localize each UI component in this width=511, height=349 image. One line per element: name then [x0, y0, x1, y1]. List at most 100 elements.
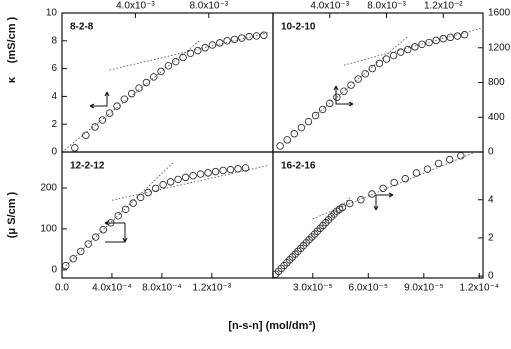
x-tick-label: 0.0: [55, 283, 69, 294]
data-point: [390, 178, 398, 187]
data-point: [389, 51, 398, 60]
data-point: [135, 84, 143, 92]
data-point: [297, 244, 305, 253]
data-point: [136, 193, 145, 202]
data-point: [223, 37, 231, 45]
data-point: [99, 226, 107, 234]
data-point: [338, 203, 347, 212]
data-point: [294, 247, 302, 255]
y-tick-label: 8: [51, 35, 57, 46]
data-point: [186, 49, 195, 58]
y-tick-label: 200: [40, 183, 57, 194]
data-point: [283, 259, 291, 267]
data-point: [285, 256, 294, 264]
data-point: [299, 241, 308, 250]
data-point: [361, 70, 369, 78]
data-point: [280, 261, 288, 270]
data-point: [302, 238, 311, 247]
data-point: [340, 87, 348, 95]
y-tick-label: 10: [46, 8, 58, 19]
data-point: [310, 230, 319, 238]
data-point: [128, 89, 136, 98]
data-point: [327, 213, 335, 221]
y-tick-label: 2: [51, 119, 57, 130]
y-tick-label: 800: [488, 77, 505, 88]
y-tick-label: 0: [488, 147, 494, 158]
data-point: [313, 227, 322, 235]
data-point: [425, 38, 433, 47]
fit-line: [343, 27, 484, 66]
x-tick-label: 4.0x10⁻⁴: [92, 283, 132, 294]
y-tick-label: 0: [51, 264, 57, 275]
data-point: [304, 117, 313, 126]
fit-line: [109, 32, 270, 71]
x-tick-label: 1.2x10⁻²: [424, 1, 463, 12]
x-tick-label: 6.0x10⁻⁵: [349, 283, 388, 294]
data-point: [219, 166, 227, 175]
y-tick-label: 2: [488, 233, 494, 244]
y-tick-label: 400: [488, 112, 505, 123]
data-point: [333, 93, 341, 101]
data-point: [106, 109, 114, 117]
x-tick-label: 8.0x10⁻⁴: [142, 283, 182, 294]
data-point: [288, 253, 297, 261]
data-point: [439, 34, 447, 43]
x-tick-label: 8.0x10⁻³: [189, 1, 228, 12]
x-tick-label: 1.2x10⁻⁴: [459, 283, 499, 294]
data-point: [316, 224, 324, 233]
data-point: [204, 169, 212, 177]
data-point: [297, 123, 306, 132]
data-point: [318, 105, 327, 114]
data-point: [418, 40, 426, 48]
data-point: [324, 216, 333, 224]
x-tick-label: 4.0x10⁻³: [116, 1, 155, 12]
x-tick-label: 3.0x10⁻⁵: [293, 283, 332, 294]
data-point: [460, 31, 469, 39]
data-point: [260, 31, 268, 39]
data-point: [330, 210, 338, 218]
data-point: [319, 221, 327, 230]
data-point: [98, 116, 107, 124]
data-point: [245, 32, 253, 41]
y-label-symbol: κ: [6, 76, 18, 83]
data-point: [379, 184, 387, 192]
y-label-lower: (μ S/cm ): [6, 191, 18, 238]
data-point: [230, 35, 239, 44]
y-tick-label: 1600: [488, 8, 511, 19]
data-point: [179, 53, 187, 62]
data-point: [368, 64, 377, 73]
data-point: [290, 130, 298, 138]
data-point: [346, 199, 354, 208]
data-point: [106, 219, 115, 227]
data-point: [113, 102, 121, 110]
x-tick-label: 4.0x10⁻³: [310, 1, 349, 12]
fit-line: [315, 36, 409, 116]
data-point: [201, 44, 209, 52]
panel-label: 10-2-10: [281, 22, 316, 33]
data-point: [211, 167, 220, 176]
data-point: [166, 178, 175, 186]
panel-label: 16-2-16: [281, 161, 316, 172]
data-point: [189, 172, 197, 180]
data-point: [276, 142, 284, 150]
data-point: [69, 255, 77, 263]
data-point: [159, 181, 167, 189]
data-point: [305, 236, 313, 244]
data-point: [142, 78, 151, 87]
data-point: [121, 205, 130, 213]
data-point: [151, 184, 160, 193]
fit-line: [61, 40, 200, 153]
data-point: [157, 67, 165, 76]
data-point: [291, 250, 299, 258]
data-point: [120, 95, 129, 103]
data-point: [322, 218, 330, 227]
x-label: [n-s-n] (mol/dm³): [228, 320, 316, 332]
data-point: [423, 165, 432, 173]
data-point: [216, 39, 224, 47]
data-point: [82, 131, 90, 140]
data-point: [241, 164, 250, 172]
y-tick-label: 0: [488, 271, 494, 282]
fit-line: [312, 151, 476, 220]
panel-label: 8-2-8: [70, 22, 94, 33]
data-point: [174, 175, 182, 184]
